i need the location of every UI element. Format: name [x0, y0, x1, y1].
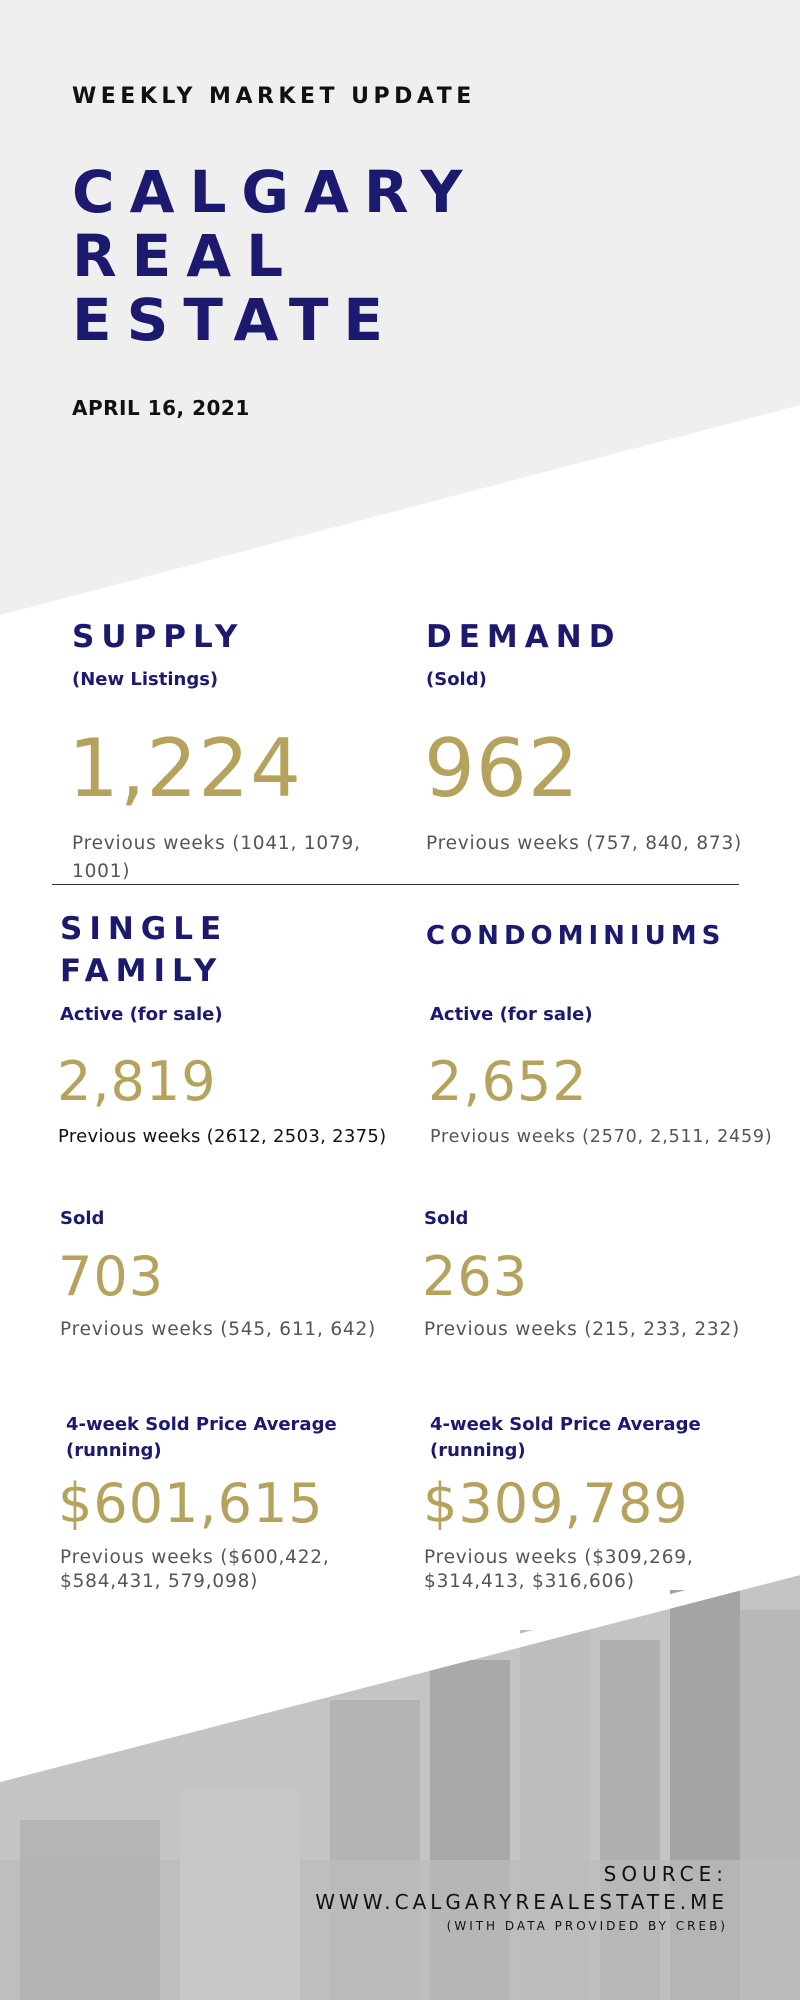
- condo-avg-previous: Previous weeks ($309,269, $314,413, $316…: [424, 1547, 694, 1592]
- source-note: (WITH DATA PROVIDED BY CREB): [446, 1919, 728, 1933]
- source-url[interactable]: WWW.CALGARYREALESTATE.ME: [315, 1890, 728, 1914]
- supply-value: 1,224: [68, 722, 303, 815]
- single-family-heading-line: FAMILY: [60, 953, 224, 989]
- condo-active-value: 2,652: [428, 1050, 588, 1113]
- supply-previous: Previous weeks (1041, 1079, 1001): [72, 833, 361, 882]
- demand-previous: Previous weeks (757, 840, 873): [426, 833, 743, 854]
- condo-active-label: Active (for sale): [430, 1004, 593, 1025]
- single-family-avg-value: $601,615: [58, 1472, 324, 1535]
- condo-active-previous: Previous weeks (2570, 2,511, 2459): [430, 1127, 773, 1147]
- demand-value: 962: [424, 722, 580, 815]
- single-family-active-value: 2,819: [57, 1050, 217, 1113]
- condo-sold-label: Sold: [424, 1208, 469, 1229]
- single-family-sold-label: Sold: [60, 1208, 105, 1229]
- condo-avg-label: 4-week Sold Price Average (running): [430, 1414, 701, 1461]
- single-family-active-previous: Previous weeks (2612, 2503, 2375): [58, 1126, 387, 1147]
- report-date: APRIL 16, 2021: [72, 396, 250, 420]
- single-family-active-label: Active (for sale): [60, 1004, 223, 1025]
- supply-subheading: (New Listings): [72, 669, 219, 690]
- title-line: REAL: [72, 222, 299, 290]
- title-line: CALGARY: [72, 158, 478, 226]
- single-family-sold-previous: Previous weeks (545, 611, 642): [60, 1319, 377, 1340]
- eyebrow-heading: WEEKLY MARKET UPDATE: [72, 84, 476, 109]
- condo-sold-previous: Previous weeks (215, 233, 232): [424, 1319, 741, 1340]
- condo-avg-value: $309,789: [423, 1472, 689, 1535]
- section-divider: [52, 884, 739, 885]
- single-family-heading-line: SINGLE: [60, 911, 229, 947]
- source-footer: SOURCE: WWW.CALGARYREALESTATE.ME (WITH D…: [315, 1860, 728, 1936]
- single-family-heading: SINGLE FAMILY: [60, 908, 228, 992]
- single-family-sold-value: 703: [58, 1245, 165, 1308]
- demand-subheading: (Sold): [426, 669, 487, 690]
- condominiums-heading: CONDOMINIUMS: [426, 921, 726, 951]
- city-skyline-image: [0, 1560, 800, 2000]
- demand-heading: DEMAND: [426, 619, 622, 655]
- single-family-avg-label: 4-week Sold Price Average (running): [66, 1414, 337, 1461]
- single-family-avg-previous: Previous weeks ($600,422, $584,431, 579,…: [60, 1547, 330, 1592]
- header-background: [0, 0, 800, 615]
- source-label: SOURCE:: [603, 1862, 728, 1886]
- page-title: CALGARY REAL ESTATE: [72, 160, 672, 352]
- supply-heading: SUPPLY: [72, 619, 245, 655]
- condo-sold-value: 263: [422, 1245, 529, 1308]
- title-line: ESTATE: [72, 286, 399, 354]
